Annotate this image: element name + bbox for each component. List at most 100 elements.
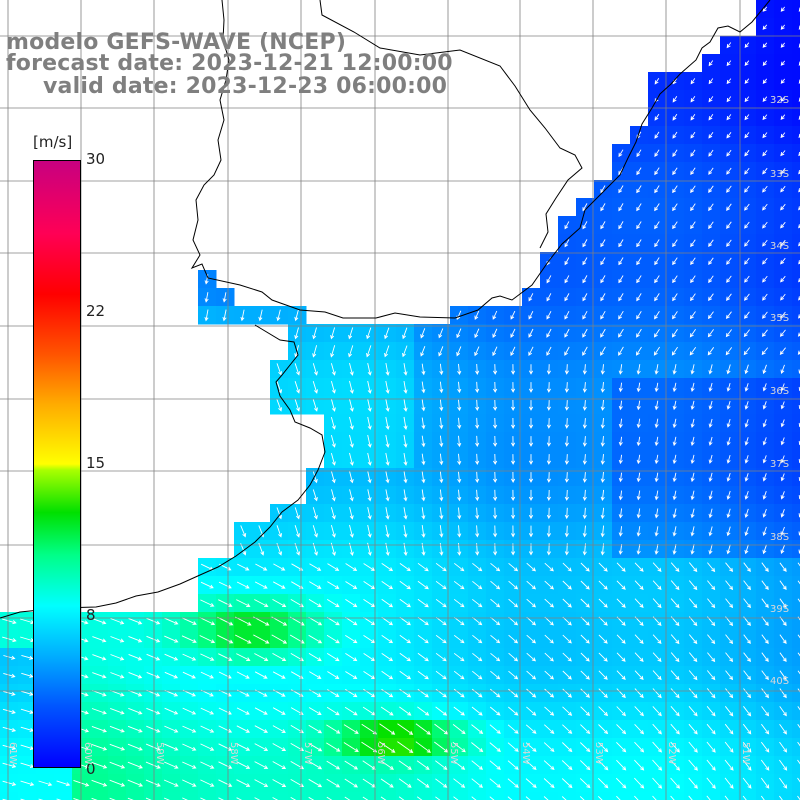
wind-arrow xyxy=(762,239,768,247)
wind-arrow xyxy=(200,671,214,679)
wind-arrow xyxy=(199,635,216,644)
wind-arrow xyxy=(507,760,519,770)
wind-arrow xyxy=(618,257,624,266)
wind-speed-cell xyxy=(324,792,343,800)
wind-arrow xyxy=(618,418,623,429)
wind-arrow xyxy=(528,364,534,375)
wind-arrow xyxy=(236,761,251,769)
wind-arrow xyxy=(579,796,585,800)
wind-arrow xyxy=(634,759,645,771)
wind-arrow xyxy=(562,634,572,644)
wind-arrow xyxy=(652,562,662,573)
wind-arrow xyxy=(652,634,662,644)
latitude-label: 36S xyxy=(770,386,790,397)
wind-arrow xyxy=(363,635,376,644)
wind-speed-cell xyxy=(558,792,577,800)
wind-arrow xyxy=(381,598,394,608)
wind-arrow xyxy=(421,471,426,484)
wind-arrow xyxy=(344,778,358,788)
wind-arrow xyxy=(579,760,591,771)
wind-speed-cell xyxy=(792,0,800,19)
wind-arrow xyxy=(331,489,336,502)
wind-arrow xyxy=(690,275,696,284)
wind-arrow xyxy=(672,95,678,103)
wind-arrow xyxy=(381,581,394,590)
wind-arrow xyxy=(435,580,447,590)
wind-arrow xyxy=(435,652,447,662)
wind-arrow xyxy=(780,24,786,30)
wind-arrow xyxy=(726,454,731,464)
wind-arrow xyxy=(688,723,698,735)
wind-arrow xyxy=(779,741,788,753)
wind-arrow xyxy=(272,707,286,715)
wind-arrow xyxy=(416,760,430,770)
wind-arrow xyxy=(403,525,408,538)
wind-arrow xyxy=(21,690,34,696)
wind-arrow xyxy=(598,670,608,680)
wind-arrow xyxy=(330,398,336,412)
wind-arrow xyxy=(164,725,179,733)
wind-arrow xyxy=(580,580,590,590)
wind-arrow xyxy=(367,398,372,412)
wind-arrow xyxy=(725,598,734,609)
wind-arrow xyxy=(308,634,323,644)
wind-arrow xyxy=(385,507,390,520)
wind-arrow xyxy=(654,400,659,411)
wind-arrow xyxy=(744,203,750,211)
wind-arrow xyxy=(780,275,786,283)
wind-arrow xyxy=(367,489,372,502)
wind-arrow xyxy=(403,398,408,412)
wind-arrow xyxy=(654,311,660,320)
wind-arrow xyxy=(181,635,197,643)
wind-arrow xyxy=(562,724,573,734)
wind-arrow xyxy=(349,398,354,412)
wind-arrow xyxy=(543,724,555,734)
wind-speed-cell xyxy=(270,792,289,800)
wind-arrow xyxy=(762,544,767,555)
wind-arrow xyxy=(475,525,480,538)
wind-arrow xyxy=(564,293,570,302)
wind-arrow xyxy=(399,563,411,572)
wind-arrow xyxy=(707,598,716,609)
coastline-argentina xyxy=(319,0,583,249)
wind-arrow xyxy=(797,652,800,657)
wind-arrow xyxy=(385,471,390,484)
wind-arrow xyxy=(326,616,340,626)
wind-arrow xyxy=(456,328,462,339)
wind-arrow xyxy=(362,796,369,800)
wind-arrow xyxy=(381,616,394,626)
wind-arrow xyxy=(564,275,570,284)
wind-arrow xyxy=(708,490,713,501)
wind-arrow xyxy=(636,490,641,501)
wind-arrow xyxy=(708,185,714,193)
wind-arrow xyxy=(762,401,767,410)
wind-arrow xyxy=(525,724,537,734)
wind-arrow xyxy=(308,707,322,715)
wind-arrow xyxy=(654,490,659,501)
wind-speed-cell xyxy=(792,108,800,127)
latitude-label: 40S xyxy=(770,676,790,687)
wind-arrow xyxy=(236,599,251,607)
wind-arrow xyxy=(417,580,429,590)
wind-arrow xyxy=(146,653,161,661)
wind-arrow xyxy=(309,563,322,571)
wind-arrow xyxy=(708,257,714,265)
wind-arrow xyxy=(672,149,678,157)
wind-arrow xyxy=(726,114,732,121)
wind-arrow xyxy=(475,489,480,502)
wind-arrow xyxy=(690,149,696,157)
wind-arrow xyxy=(600,239,606,248)
wind-speed-cell xyxy=(792,72,800,91)
wind-arrow xyxy=(744,60,750,67)
wind-arrow xyxy=(421,453,426,466)
wind-arrow xyxy=(384,327,390,340)
wind-arrow xyxy=(182,797,188,800)
wind-speed-cell xyxy=(792,468,800,487)
wind-arrow xyxy=(438,328,444,339)
wind-arrow xyxy=(345,599,358,608)
wind-arrow xyxy=(762,24,768,30)
wind-arrow xyxy=(726,436,731,446)
wind-arrow xyxy=(724,759,734,771)
wind-arrow xyxy=(344,760,359,770)
wind-arrow xyxy=(254,725,269,733)
